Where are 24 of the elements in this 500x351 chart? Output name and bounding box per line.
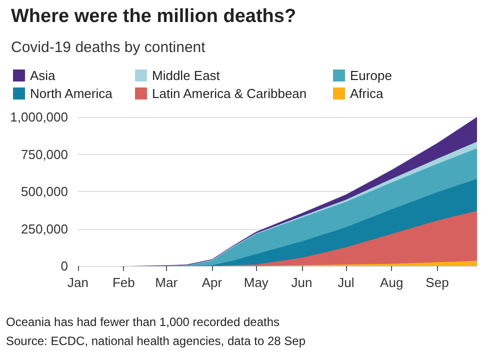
chart-subtitle: Covid-19 deaths by continent — [11, 39, 206, 56]
legend-label: Middle East — [152, 68, 220, 83]
x-tick-label: Mar — [155, 275, 178, 290]
legend-label: Asia — [30, 68, 56, 83]
y-tick-label: 250,000 — [21, 221, 68, 236]
legend-label: Europe — [350, 68, 392, 83]
legend-label: North America — [30, 86, 114, 101]
x-tick-label: May — [244, 275, 269, 290]
x-tick-label: Feb — [112, 275, 135, 290]
y-tick-label: 750,000 — [21, 146, 68, 162]
y-tick-label: 500,000 — [21, 184, 68, 199]
x-tick-label: Aug — [380, 275, 404, 290]
text: Oceania has had fewer than 1,000 recorded deaths — [6, 315, 280, 329]
source-note: Source: ECDC, national health agencies, data to 28 Sep — [6, 334, 306, 348]
x-tick-label: Jun — [291, 275, 312, 290]
x-tick-label: Jul — [338, 275, 354, 290]
x-tick-label: Apr — [202, 275, 223, 290]
legend-label: Latin America & Caribbean — [152, 86, 307, 101]
x-tick-label: Sep — [426, 275, 449, 290]
y-tick-label: 1,000,000 — [10, 110, 68, 124]
x-tick-label: Jan — [68, 275, 88, 290]
legend-label: Africa — [350, 86, 384, 101]
y-tick-label: 0 — [60, 258, 68, 274]
chart-title: Where were the million deaths? — [11, 6, 296, 27]
